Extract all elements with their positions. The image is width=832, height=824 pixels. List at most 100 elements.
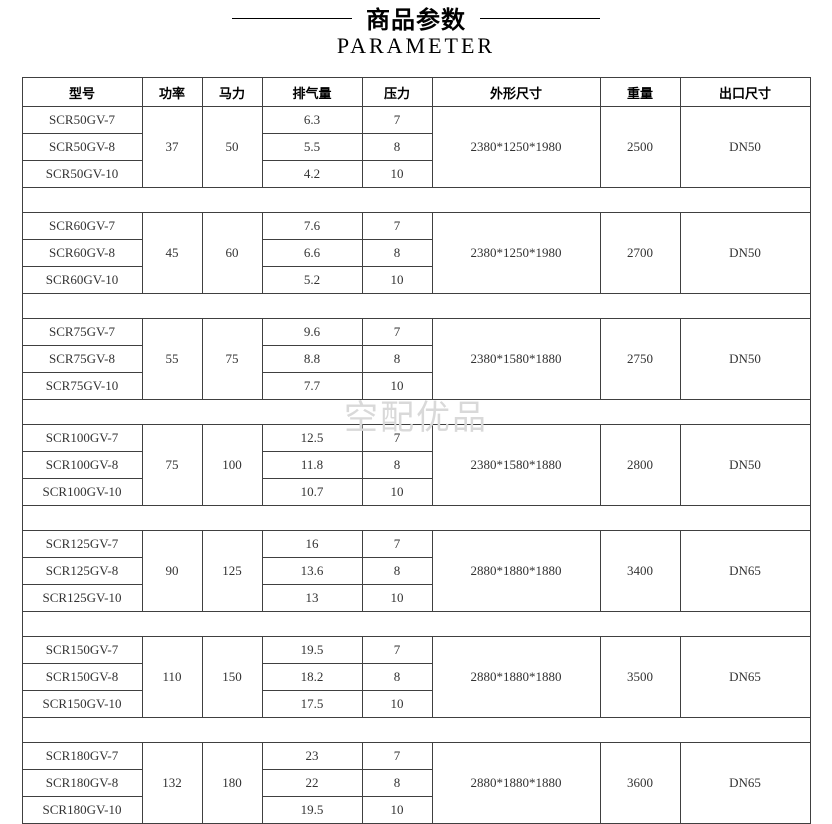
cell-dimensions: 2380*1250*1980 bbox=[432, 213, 600, 294]
cell-model: SCR100GV-7 bbox=[22, 425, 142, 452]
cell-pressure: 10 bbox=[362, 373, 432, 400]
col-header-outlet: 出口尺寸 bbox=[680, 78, 810, 107]
cell-power: 132 bbox=[142, 743, 202, 824]
spacer-cell bbox=[22, 506, 810, 531]
cell-power: 55 bbox=[142, 319, 202, 400]
cell-pressure: 8 bbox=[362, 240, 432, 267]
cell-model: SCR150GV-10 bbox=[22, 691, 142, 718]
cell-model: SCR180GV-7 bbox=[22, 743, 142, 770]
cell-displacement: 7.7 bbox=[262, 373, 362, 400]
title-en: PARAMETER bbox=[0, 33, 832, 59]
cell-pressure: 8 bbox=[362, 346, 432, 373]
cell-pressure: 10 bbox=[362, 267, 432, 294]
cell-displacement: 5.5 bbox=[262, 134, 362, 161]
cell-pressure: 10 bbox=[362, 691, 432, 718]
cell-displacement: 23 bbox=[262, 743, 362, 770]
cell-weight: 2700 bbox=[600, 213, 680, 294]
cell-hp: 50 bbox=[202, 107, 262, 188]
cell-pressure: 10 bbox=[362, 797, 432, 824]
cell-outlet: DN50 bbox=[680, 213, 810, 294]
table-header-row: 型号 功率 马力 排气量 压力 外形尺寸 重量 出口尺寸 bbox=[22, 78, 810, 107]
col-header-power: 功率 bbox=[142, 78, 202, 107]
cell-model: SCR125GV-7 bbox=[22, 531, 142, 558]
cell-weight: 3600 bbox=[600, 743, 680, 824]
cell-pressure: 8 bbox=[362, 770, 432, 797]
cell-pressure: 7 bbox=[362, 425, 432, 452]
cell-model: SCR75GV-10 bbox=[22, 373, 142, 400]
spacer-row bbox=[22, 506, 810, 531]
cell-displacement: 10.7 bbox=[262, 479, 362, 506]
cell-pressure: 8 bbox=[362, 134, 432, 161]
cell-displacement: 5.2 bbox=[262, 267, 362, 294]
cell-hp: 60 bbox=[202, 213, 262, 294]
cell-weight: 3400 bbox=[600, 531, 680, 612]
spacer-row bbox=[22, 718, 810, 743]
col-header-model: 型号 bbox=[22, 78, 142, 107]
cell-hp: 150 bbox=[202, 637, 262, 718]
cell-power: 90 bbox=[142, 531, 202, 612]
cell-model: SCR100GV-8 bbox=[22, 452, 142, 479]
cell-model: SCR75GV-8 bbox=[22, 346, 142, 373]
table-row: SCR60GV-745607.672380*1250*19802700DN50 bbox=[22, 213, 810, 240]
table-body: SCR50GV-737506.372380*1250*19802500DN50S… bbox=[22, 107, 810, 824]
spacer-cell bbox=[22, 294, 810, 319]
cell-displacement: 13 bbox=[262, 585, 362, 612]
col-header-pressure: 压力 bbox=[362, 78, 432, 107]
cell-pressure: 7 bbox=[362, 213, 432, 240]
table-row: SCR100GV-77510012.572380*1580*18802800DN… bbox=[22, 425, 810, 452]
cell-model: SCR180GV-10 bbox=[22, 797, 142, 824]
cell-model: SCR60GV-8 bbox=[22, 240, 142, 267]
cell-displacement: 12.5 bbox=[262, 425, 362, 452]
cell-displacement: 18.2 bbox=[262, 664, 362, 691]
cell-displacement: 8.8 bbox=[262, 346, 362, 373]
cell-displacement: 4.2 bbox=[262, 161, 362, 188]
cell-power: 45 bbox=[142, 213, 202, 294]
cell-hp: 100 bbox=[202, 425, 262, 506]
table-row: SCR180GV-71321802372880*1880*18803600DN6… bbox=[22, 743, 810, 770]
title-cn: 商品参数 bbox=[352, 0, 480, 35]
cell-dimensions: 2880*1880*1880 bbox=[432, 743, 600, 824]
cell-pressure: 8 bbox=[362, 664, 432, 691]
cell-pressure: 7 bbox=[362, 531, 432, 558]
cell-dimensions: 2380*1580*1880 bbox=[432, 319, 600, 400]
cell-outlet: DN50 bbox=[680, 107, 810, 188]
col-header-hp: 马力 bbox=[202, 78, 262, 107]
cell-model: SCR50GV-10 bbox=[22, 161, 142, 188]
cell-pressure: 10 bbox=[362, 479, 432, 506]
parameter-table: 型号 功率 马力 排气量 压力 外形尺寸 重量 出口尺寸 SCR50GV-737… bbox=[22, 77, 811, 824]
spacer-cell bbox=[22, 612, 810, 637]
cell-displacement: 6.3 bbox=[262, 107, 362, 134]
table-row: SCR75GV-755759.672380*1580*18802750DN50 bbox=[22, 319, 810, 346]
cell-pressure: 7 bbox=[362, 107, 432, 134]
cell-dimensions: 2380*1580*1880 bbox=[432, 425, 600, 506]
cell-displacement: 7.6 bbox=[262, 213, 362, 240]
cell-pressure: 8 bbox=[362, 558, 432, 585]
cell-outlet: DN65 bbox=[680, 531, 810, 612]
cell-displacement: 17.5 bbox=[262, 691, 362, 718]
spacer-cell bbox=[22, 188, 810, 213]
spacer-cell bbox=[22, 400, 810, 425]
cell-power: 75 bbox=[142, 425, 202, 506]
spacer-row bbox=[22, 188, 810, 213]
cell-model: SCR100GV-10 bbox=[22, 479, 142, 506]
cell-displacement: 13.6 bbox=[262, 558, 362, 585]
cell-displacement: 22 bbox=[262, 770, 362, 797]
cell-weight: 3500 bbox=[600, 637, 680, 718]
cell-displacement: 11.8 bbox=[262, 452, 362, 479]
spacer-cell bbox=[22, 718, 810, 743]
cell-model: SCR125GV-8 bbox=[22, 558, 142, 585]
spacer-row bbox=[22, 294, 810, 319]
cell-pressure: 10 bbox=[362, 161, 432, 188]
cell-weight: 2500 bbox=[600, 107, 680, 188]
cell-outlet: DN65 bbox=[680, 637, 810, 718]
cell-displacement: 16 bbox=[262, 531, 362, 558]
cell-hp: 75 bbox=[202, 319, 262, 400]
cell-dimensions: 2380*1250*1980 bbox=[432, 107, 600, 188]
cell-displacement: 19.5 bbox=[262, 797, 362, 824]
cell-displacement: 19.5 bbox=[262, 637, 362, 664]
cell-weight: 2750 bbox=[600, 319, 680, 400]
table-row: SCR125GV-7901251672880*1880*18803400DN65 bbox=[22, 531, 810, 558]
cell-pressure: 7 bbox=[362, 637, 432, 664]
cell-model: SCR150GV-7 bbox=[22, 637, 142, 664]
spacer-row bbox=[22, 612, 810, 637]
